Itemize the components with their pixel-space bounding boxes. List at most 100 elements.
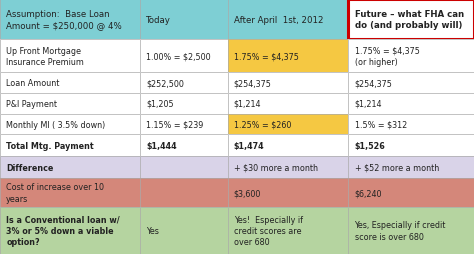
Bar (0, 207, 140, 254)
Bar (0, 135, 140, 157)
Bar (228, 94, 348, 114)
Bar (0, 40, 140, 73)
Bar (140, 94, 228, 114)
Text: Is a Conventional loan w/
3% or 5% down a viable
option?: Is a Conventional loan w/ 3% or 5% down … (6, 215, 120, 246)
Bar (228, 135, 348, 157)
Text: P&I Payment: P&I Payment (6, 100, 57, 108)
Bar (348, 0, 474, 40)
Bar (348, 40, 474, 73)
Bar (140, 73, 228, 94)
Bar (348, 0, 474, 40)
Bar (0, 114, 140, 135)
Bar (228, 0, 348, 40)
Text: 1.5% = $312: 1.5% = $312 (355, 120, 407, 129)
Bar (348, 40, 474, 73)
Bar (228, 40, 348, 73)
Bar (0, 178, 140, 207)
Bar (140, 114, 228, 135)
Bar (140, 157, 228, 178)
Text: Yes, Especially if credit
score is over 680: Yes, Especially if credit score is over … (355, 220, 446, 241)
Text: $254,375: $254,375 (234, 79, 272, 88)
Bar (228, 178, 348, 207)
Text: 1.75% = $4,375: 1.75% = $4,375 (234, 52, 299, 61)
Text: Future – what FHA can
do (and probably will): Future – what FHA can do (and probably w… (355, 10, 464, 30)
Bar (348, 0, 474, 40)
Bar (228, 0, 348, 40)
Bar (0, 157, 140, 178)
Bar (348, 157, 474, 178)
Bar (228, 207, 348, 254)
Text: $254,375: $254,375 (355, 79, 392, 88)
Bar (348, 94, 474, 114)
Bar (0, 114, 140, 135)
Text: $3,600: $3,600 (234, 188, 261, 197)
Bar (348, 135, 474, 157)
Text: $1,444: $1,444 (146, 141, 177, 150)
Bar (228, 114, 348, 135)
Text: $1,205: $1,205 (146, 100, 173, 108)
Bar (0, 94, 140, 114)
Text: $252,500: $252,500 (146, 79, 184, 88)
Text: $1,474: $1,474 (234, 141, 264, 150)
Bar (348, 114, 474, 135)
Text: + $30 more a month: + $30 more a month (234, 163, 318, 172)
Text: Assumption:  Base Loan
Amount = $250,000 @ 4%: Assumption: Base Loan Amount = $250,000 … (6, 10, 122, 30)
Bar (348, 94, 474, 114)
Bar (140, 135, 228, 157)
Bar (140, 157, 228, 178)
Bar (0, 157, 140, 178)
Bar (348, 178, 474, 207)
Bar (140, 94, 228, 114)
Text: Loan Amount: Loan Amount (6, 79, 60, 88)
Text: $6,240: $6,240 (355, 188, 382, 197)
Text: 1.00% = $2,500: 1.00% = $2,500 (146, 52, 210, 61)
Bar (0, 0, 140, 40)
Bar (228, 157, 348, 178)
Bar (0, 73, 140, 94)
Bar (140, 207, 228, 254)
Bar (228, 94, 348, 114)
Bar (228, 207, 348, 254)
Bar (140, 40, 228, 73)
Bar (0, 40, 140, 73)
Text: After April  1st, 2012: After April 1st, 2012 (234, 15, 323, 24)
Bar (140, 178, 228, 207)
Text: + $52 more a month: + $52 more a month (355, 163, 439, 172)
Bar (0, 135, 140, 157)
Bar (348, 114, 474, 135)
Text: Cost of increase over 10
years: Cost of increase over 10 years (6, 183, 104, 203)
Text: $1,214: $1,214 (355, 100, 382, 108)
Bar (0, 94, 140, 114)
Bar (348, 73, 474, 94)
Bar (0, 178, 140, 207)
Bar (348, 73, 474, 94)
Bar (140, 135, 228, 157)
Bar (228, 178, 348, 207)
Text: Up Front Mortgage
Insurance Premium: Up Front Mortgage Insurance Premium (6, 46, 84, 67)
Text: 1.25% = $260: 1.25% = $260 (234, 120, 291, 129)
Bar (140, 73, 228, 94)
Bar (140, 40, 228, 73)
Bar (140, 0, 228, 40)
Text: Monthly MI ( 3.5% down): Monthly MI ( 3.5% down) (6, 120, 105, 129)
Bar (228, 73, 348, 94)
Text: Today: Today (146, 15, 171, 24)
Bar (228, 135, 348, 157)
Text: 1.15% = $239: 1.15% = $239 (146, 120, 203, 129)
Bar (140, 114, 228, 135)
Bar (348, 178, 474, 207)
Text: Yes: Yes (146, 226, 159, 235)
Bar (140, 178, 228, 207)
Bar (228, 73, 348, 94)
Text: 1.75% = $4,375
(or higher): 1.75% = $4,375 (or higher) (355, 46, 419, 67)
Text: Total Mtg. Payment: Total Mtg. Payment (6, 141, 94, 150)
Bar (0, 207, 140, 254)
Bar (228, 114, 348, 135)
Bar (348, 135, 474, 157)
Text: $1,526: $1,526 (355, 141, 385, 150)
Bar (348, 207, 474, 254)
Text: Difference: Difference (6, 163, 54, 172)
Text: $1,214: $1,214 (234, 100, 261, 108)
Bar (228, 157, 348, 178)
Text: Yes!  Especially if
credit scores are
over 680: Yes! Especially if credit scores are ove… (234, 215, 303, 246)
